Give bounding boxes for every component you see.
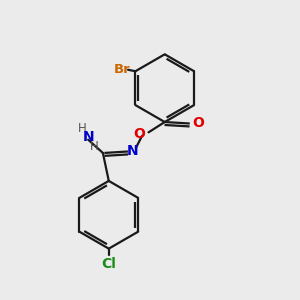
Text: Cl: Cl (101, 257, 116, 271)
Text: H: H (78, 122, 87, 135)
Text: Br: Br (114, 63, 131, 76)
Text: N: N (127, 145, 138, 158)
Text: O: O (134, 127, 146, 141)
Text: H: H (90, 140, 98, 153)
Text: O: O (193, 116, 205, 130)
Text: N: N (82, 130, 94, 144)
